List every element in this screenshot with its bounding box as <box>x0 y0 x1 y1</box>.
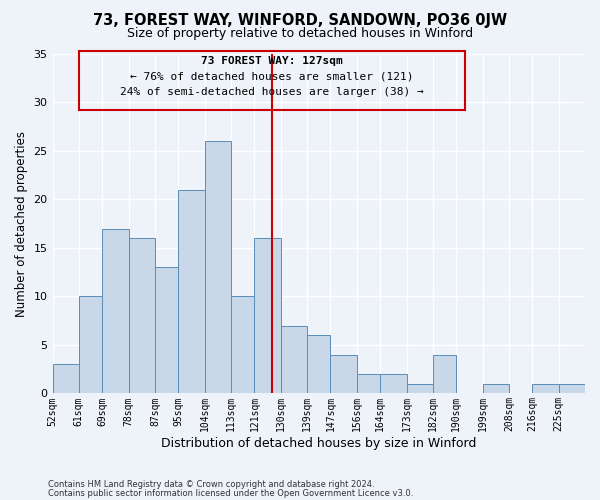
Bar <box>178 190 205 394</box>
Y-axis label: Number of detached properties: Number of detached properties <box>15 130 28 316</box>
Bar <box>254 238 281 394</box>
Bar <box>155 268 178 394</box>
Bar <box>128 238 155 394</box>
Bar <box>281 326 307 394</box>
Bar <box>407 384 433 394</box>
Text: Size of property relative to detached houses in Winford: Size of property relative to detached ho… <box>127 28 473 40</box>
Text: 73, FOREST WAY, WINFORD, SANDOWN, PO36 0JW: 73, FOREST WAY, WINFORD, SANDOWN, PO36 0… <box>93 12 507 28</box>
Bar <box>307 335 331 394</box>
Bar <box>231 296 254 394</box>
Bar <box>433 354 456 394</box>
Text: 24% of semi-detached houses are larger (38) →: 24% of semi-detached houses are larger (… <box>120 87 424 97</box>
Bar <box>357 374 380 394</box>
Bar <box>331 354 357 394</box>
Bar <box>79 51 465 110</box>
Text: Contains HM Land Registry data © Crown copyright and database right 2024.: Contains HM Land Registry data © Crown c… <box>48 480 374 489</box>
Text: 73 FOREST WAY: 127sqm: 73 FOREST WAY: 127sqm <box>201 56 343 66</box>
Bar <box>79 296 102 394</box>
Bar <box>559 384 585 394</box>
Bar <box>102 228 128 394</box>
Text: Contains public sector information licensed under the Open Government Licence v3: Contains public sector information licen… <box>48 488 413 498</box>
Bar <box>205 142 231 394</box>
Bar <box>532 384 559 394</box>
Text: ← 76% of detached houses are smaller (121): ← 76% of detached houses are smaller (12… <box>130 72 414 82</box>
Bar <box>482 384 509 394</box>
Bar <box>53 364 79 394</box>
Bar <box>380 374 407 394</box>
X-axis label: Distribution of detached houses by size in Winford: Distribution of detached houses by size … <box>161 437 476 450</box>
